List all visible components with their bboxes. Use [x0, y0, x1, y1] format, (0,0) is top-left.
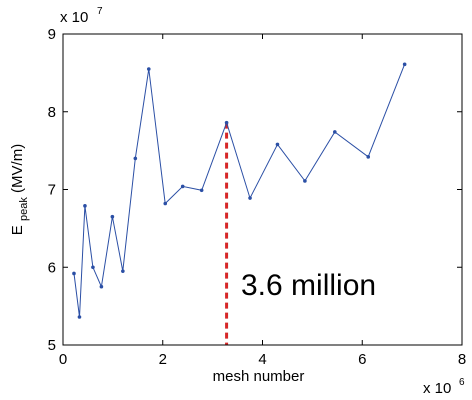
y-tick-label: 5 [48, 337, 56, 354]
data-point [133, 156, 138, 161]
annotation-3-6-million: 3.6 million [241, 269, 376, 302]
y-tick-label: 8 [48, 104, 56, 121]
x-tick-label: 6 [358, 351, 366, 368]
data-point [121, 269, 125, 273]
y-axis-label: E peak (MV/m) [9, 144, 31, 235]
y-axis-label-subscript: peak [18, 197, 30, 221]
data-point [91, 265, 95, 270]
data-point [99, 284, 104, 289]
data-point [146, 67, 151, 71]
y-axis-label-unit: (MV/m) [9, 144, 26, 193]
plot-frame [62, 33, 463, 346]
series-layer [72, 62, 407, 345]
ticks-layer: 0 2 4 6 8 5 6 7 8 9 [48, 26, 467, 368]
x-tick-label: 2 [159, 351, 167, 368]
x-tick-label: 8 [458, 351, 466, 368]
data-point [402, 62, 407, 67]
y-tick-label: 6 [48, 259, 56, 276]
data-point [199, 188, 204, 193]
data-point [224, 120, 229, 125]
data-point [180, 184, 185, 189]
data-point [366, 155, 371, 159]
data-point [333, 130, 337, 134]
data-point [110, 214, 115, 219]
x-tick-label: 0 [59, 351, 67, 368]
x-axis-label: mesh number [213, 368, 305, 385]
x-axis-multiplier-exponent: 6 [459, 377, 465, 388]
x-axis-multiplier: x 10 [423, 380, 451, 397]
data-point [77, 315, 82, 319]
data-point [163, 201, 168, 206]
y-axis-multiplier: x 10 [60, 9, 88, 26]
x-tick-label: 4 [258, 351, 266, 368]
y-axis-label-main: E [9, 225, 26, 235]
data-point [72, 271, 76, 276]
data-point [83, 204, 87, 208]
y-axis-multiplier-exponent: 7 [97, 6, 103, 17]
data-point [275, 142, 280, 147]
data-point [248, 196, 252, 200]
y-tick-label: 9 [48, 26, 56, 43]
data-point [303, 179, 307, 183]
y-tick-label: 7 [48, 182, 56, 199]
